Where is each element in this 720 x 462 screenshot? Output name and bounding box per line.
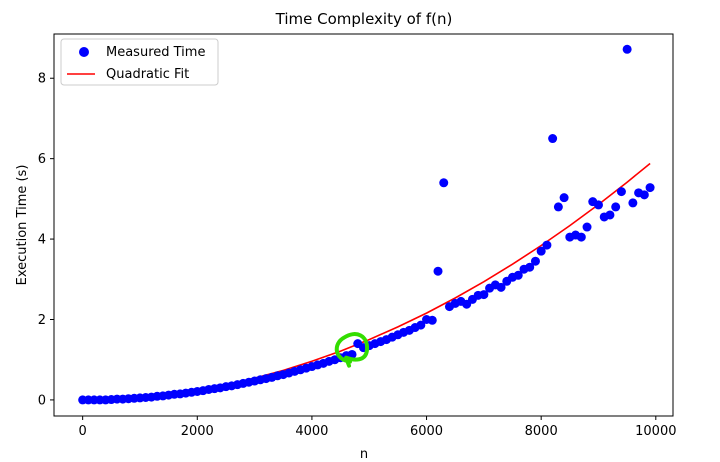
data-point (513, 270, 523, 280)
annotation-layer (334, 332, 370, 368)
data-point (639, 190, 649, 200)
y-tick-label: 6 (38, 152, 46, 167)
legend-label-fit: Quadratic Fit (106, 67, 189, 82)
data-point (427, 315, 437, 325)
data-point (433, 266, 443, 276)
data-point (645, 183, 655, 193)
x-tick-label: 4000 (295, 424, 328, 439)
data-point (576, 232, 586, 242)
x-tick-label: 0 (79, 424, 87, 439)
data-point (530, 256, 540, 266)
plot-area (53, 33, 674, 417)
y-tick-label: 8 (38, 72, 46, 87)
data-point (622, 44, 632, 54)
x-tick-label: 10000 (635, 424, 676, 439)
axis-ticks: 0 2000 4000 6000 8000 10000 0 2 4 6 8 (38, 72, 677, 439)
data-point (582, 222, 592, 232)
y-tick-label: 0 (38, 393, 46, 408)
data-point (553, 202, 563, 212)
x-tick-label: 6000 (410, 424, 443, 439)
data-point (525, 262, 535, 272)
data-point (548, 134, 558, 144)
data-point (611, 202, 621, 212)
annotation-circle (334, 332, 370, 368)
y-tick-label: 2 (38, 313, 46, 328)
data-point (593, 200, 603, 210)
legend-marker-measured (79, 47, 89, 57)
x-axis-label: n (360, 447, 368, 462)
x-tick-label: 8000 (525, 424, 558, 439)
data-point (559, 193, 569, 203)
legend: Measured Time Quadratic Fit (60, 38, 219, 86)
data-point (416, 320, 426, 330)
y-axis-label: Execution Time (s) (15, 165, 30, 286)
data-point (347, 349, 357, 359)
x-tick-label: 2000 (181, 424, 214, 439)
data-point (536, 246, 546, 256)
data-point (496, 282, 506, 292)
legend-box (60, 38, 219, 86)
chart-title: Time Complexity of f(n) (275, 10, 453, 28)
data-point (628, 198, 638, 208)
data-point (479, 290, 489, 300)
data-point (439, 178, 449, 188)
data-point (605, 210, 615, 220)
y-tick-label: 4 (38, 233, 46, 248)
data-point (616, 187, 626, 197)
legend-label-measured: Measured Time (106, 45, 205, 60)
points-layer (78, 44, 655, 405)
data-point (542, 240, 552, 250)
